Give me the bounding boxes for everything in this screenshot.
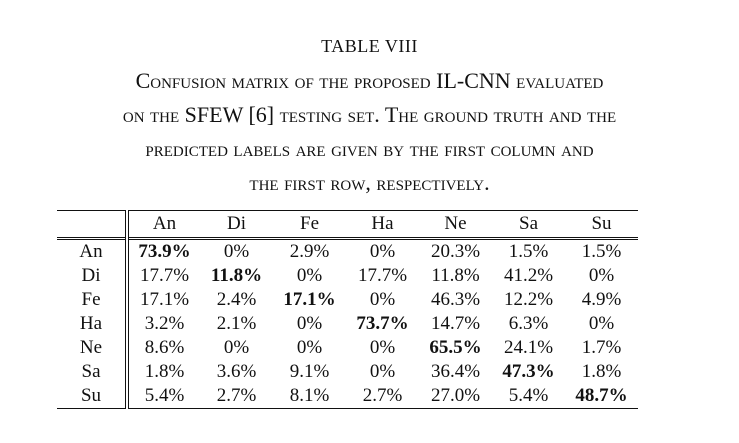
table-row: An 73.9% 0% 2.9% 0% 20.3% 1.5% 1.5% xyxy=(57,238,638,264)
matrix-cell: 0% xyxy=(369,289,396,310)
corner-cell xyxy=(57,210,129,240)
row-header: Ha xyxy=(57,312,129,336)
row-header: Sa xyxy=(57,360,129,384)
matrix-cell: 17.1% xyxy=(139,289,190,310)
caption-line-3: predicted labels are given by the first … xyxy=(145,136,594,161)
matrix-cell: 0% xyxy=(369,361,396,382)
matrix-cell: 1.8% xyxy=(144,361,185,382)
diagonal-cell: 17.1% xyxy=(283,289,336,310)
column-header: Di xyxy=(200,210,273,240)
matrix-cell: 11.8% xyxy=(431,265,480,286)
column-header: Ha xyxy=(346,210,419,240)
table-row: Su 5.4% 2.7% 8.1% 2.7% 27.0% 5.4% 48.7% xyxy=(57,384,638,409)
matrix-cell: 9.1% xyxy=(289,361,330,382)
matrix-cell: 2.7% xyxy=(362,385,403,406)
matrix-body: An 73.9% 0% 2.9% 0% 20.3% 1.5% 1.5% Di 17.7% 11.8%… xyxy=(57,238,638,409)
diagonal-cell: 73.7% xyxy=(356,313,409,334)
diagonal-cell: 65.5% xyxy=(429,337,482,358)
matrix-cell: 3.2% xyxy=(144,313,185,334)
diagonal-cell: 11.8% xyxy=(210,265,263,286)
caption-line-1: Confusion matrix of the proposed IL-CNN … xyxy=(135,68,604,93)
matrix-cell: 46.3% xyxy=(430,289,481,310)
matrix-cell: 17.7% xyxy=(139,265,190,286)
column-header: Sa xyxy=(492,210,565,240)
table-row: Sa 1.8% 3.6% 9.1% 0% 36.4% 47.3% 1.8% xyxy=(57,360,638,384)
diagonal-cell: 47.3% xyxy=(502,361,555,382)
matrix-cell: 1.8% xyxy=(581,361,622,382)
matrix-cell: 1.5% xyxy=(508,241,549,262)
matrix-cell: 27.0% xyxy=(430,385,481,406)
column-header: Su xyxy=(565,210,638,240)
caption-line-4: the first row, respectively. xyxy=(249,170,490,195)
matrix-cell: 24.1% xyxy=(503,337,554,358)
column-header: Ne xyxy=(419,210,492,240)
matrix-cell: 8.6% xyxy=(144,337,185,358)
matrix-cell: 0% xyxy=(296,313,323,334)
matrix-cell: 20.3% xyxy=(430,241,481,262)
matrix-cell: 17.7% xyxy=(357,265,408,286)
diagonal-cell: 48.7% xyxy=(575,385,628,406)
matrix-cell: 41.2% xyxy=(503,265,554,286)
table-row: Di 17.7% 11.8% 0% 17.7% 11.8% 41.2% 0% xyxy=(57,264,638,288)
table-row: Fe 17.1% 2.4% 17.1% 0% 46.3% 12.2% 4.9% xyxy=(57,288,638,312)
matrix-cell: 5.4% xyxy=(144,385,185,406)
matrix-cell: 3.6% xyxy=(216,361,257,382)
matrix-cell: 4.9% xyxy=(581,289,622,310)
row-header: Di xyxy=(57,264,129,288)
column-header: An xyxy=(127,210,200,240)
table-caption: TABLE VIII Confusion matrix of the propo… xyxy=(0,34,739,200)
matrix-cell: 0% xyxy=(588,313,615,334)
header-row: An Di Fe Ha Ne Sa Su xyxy=(57,210,638,240)
matrix-cell: 2.4% xyxy=(216,289,257,310)
matrix-cell: 0% xyxy=(223,337,250,358)
matrix-cell: 2.9% xyxy=(289,241,330,262)
matrix-cell: 1.7% xyxy=(581,337,622,358)
caption-line-2: on the SFEW [6] testing set. The ground … xyxy=(122,102,617,127)
table-row: Ne 8.6% 0% 0% 0% 65.5% 24.1% 1.7% xyxy=(57,336,638,360)
confusion-matrix-container: An Di Fe Ha Ne Sa Su An 73.9% 0% 2.9% 0% 20.3… xyxy=(57,210,638,409)
matrix-cell: 5.4% xyxy=(508,385,549,406)
matrix-cell: 2.1% xyxy=(216,313,257,334)
row-header: Fe xyxy=(57,288,129,312)
row-header: An xyxy=(57,238,129,264)
table-row: Ha 3.2% 2.1% 0% 73.7% 14.7% 6.3% 0% xyxy=(57,312,638,336)
matrix-cell: 1.5% xyxy=(581,241,622,262)
column-header: Fe xyxy=(273,210,346,240)
matrix-cell: 2.7% xyxy=(216,385,257,406)
matrix-cell: 0% xyxy=(223,241,250,262)
matrix-cell: 36.4% xyxy=(430,361,481,382)
matrix-cell: 14.7% xyxy=(430,313,481,334)
matrix-cell: 8.1% xyxy=(289,385,330,406)
row-header: Su xyxy=(57,384,129,409)
diagonal-cell: 73.9% xyxy=(138,241,191,262)
confusion-matrix-table: An Di Fe Ha Ne Sa Su An 73.9% 0% 2.9% 0% 20.3… xyxy=(57,210,638,409)
matrix-cell: 12.2% xyxy=(503,289,554,310)
row-header: Ne xyxy=(57,336,129,360)
matrix-cell: 0% xyxy=(296,265,323,286)
matrix-cell: 6.3% xyxy=(508,313,549,334)
matrix-cell: 0% xyxy=(369,337,396,358)
matrix-cell: 0% xyxy=(588,265,615,286)
matrix-cell: 0% xyxy=(369,241,396,262)
matrix-cell: 0% xyxy=(296,337,323,358)
table-number: TABLE VIII xyxy=(321,36,418,56)
